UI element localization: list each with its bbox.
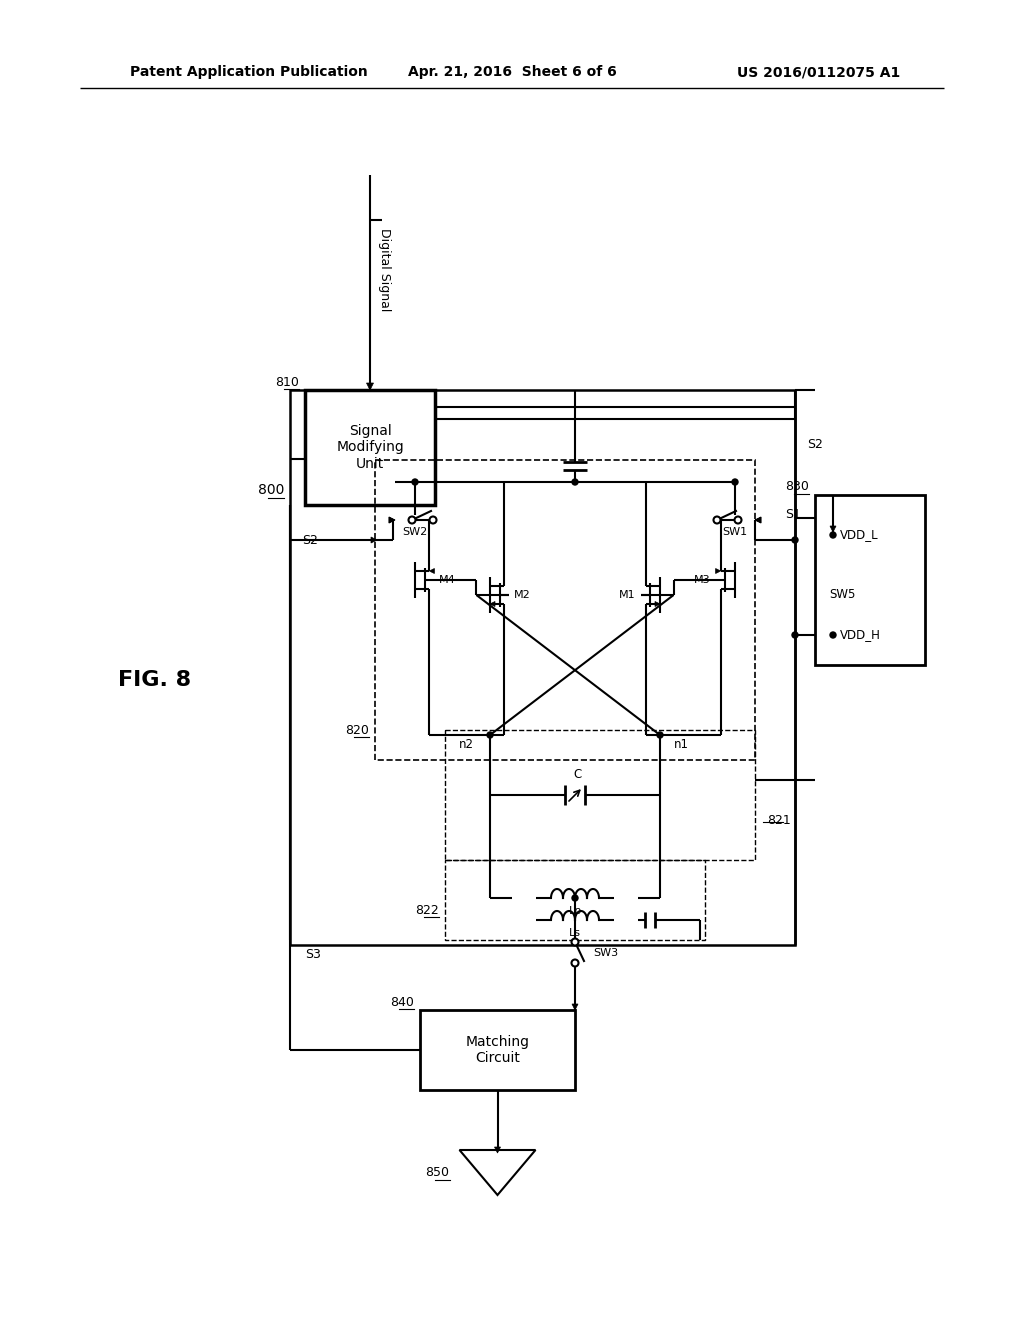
Text: 830: 830 bbox=[785, 480, 809, 494]
Text: Digital Signal: Digital Signal bbox=[378, 228, 390, 312]
Text: Signal
Modifying
Unit: Signal Modifying Unit bbox=[336, 424, 403, 471]
Text: US 2016/0112075 A1: US 2016/0112075 A1 bbox=[736, 65, 900, 79]
Text: SW1: SW1 bbox=[723, 527, 748, 537]
Text: M3: M3 bbox=[694, 576, 711, 585]
Polygon shape bbox=[572, 1005, 578, 1010]
Text: M4: M4 bbox=[439, 576, 456, 585]
Polygon shape bbox=[716, 569, 721, 573]
Text: S2: S2 bbox=[807, 438, 823, 451]
Circle shape bbox=[792, 632, 798, 638]
Text: Ls: Ls bbox=[569, 928, 581, 939]
Text: S2: S2 bbox=[302, 533, 317, 546]
Text: SW5: SW5 bbox=[829, 589, 855, 602]
Text: FIG. 8: FIG. 8 bbox=[119, 671, 191, 690]
Text: SW2: SW2 bbox=[402, 527, 428, 537]
Polygon shape bbox=[830, 525, 836, 532]
Polygon shape bbox=[755, 517, 761, 523]
Circle shape bbox=[657, 733, 663, 738]
Text: 800: 800 bbox=[258, 483, 284, 498]
Circle shape bbox=[571, 960, 579, 966]
Text: VDD_L: VDD_L bbox=[840, 528, 879, 541]
Text: 821: 821 bbox=[767, 813, 791, 826]
Text: Lp: Lp bbox=[568, 906, 582, 916]
Polygon shape bbox=[389, 517, 395, 523]
Text: n2: n2 bbox=[459, 738, 474, 751]
Circle shape bbox=[571, 939, 579, 945]
Circle shape bbox=[792, 537, 798, 543]
Polygon shape bbox=[655, 602, 660, 606]
Circle shape bbox=[412, 479, 418, 484]
Circle shape bbox=[830, 532, 836, 539]
Circle shape bbox=[732, 479, 738, 484]
Text: 810: 810 bbox=[275, 375, 299, 388]
Bar bbox=[815, 495, 925, 665]
Bar bbox=[420, 1010, 575, 1090]
Bar bbox=[445, 730, 755, 861]
Bar bbox=[290, 389, 795, 945]
Text: 840: 840 bbox=[390, 995, 414, 1008]
Polygon shape bbox=[367, 383, 374, 389]
Text: Patent Application Publication: Patent Application Publication bbox=[130, 65, 368, 79]
Bar bbox=[445, 861, 705, 940]
Polygon shape bbox=[371, 537, 377, 543]
Circle shape bbox=[572, 479, 578, 484]
Polygon shape bbox=[389, 517, 395, 523]
Circle shape bbox=[487, 733, 493, 738]
Bar bbox=[305, 389, 435, 506]
Text: S3: S3 bbox=[305, 949, 321, 961]
Polygon shape bbox=[490, 602, 495, 606]
Text: n1: n1 bbox=[674, 738, 689, 751]
Circle shape bbox=[714, 516, 721, 524]
Text: Matching
Circuit: Matching Circuit bbox=[466, 1035, 529, 1065]
Text: S1: S1 bbox=[785, 508, 801, 521]
Circle shape bbox=[409, 516, 416, 524]
Bar bbox=[375, 459, 755, 760]
Polygon shape bbox=[429, 569, 434, 573]
Circle shape bbox=[429, 516, 436, 524]
Text: 820: 820 bbox=[345, 723, 369, 737]
Text: C: C bbox=[572, 768, 582, 781]
Circle shape bbox=[734, 516, 741, 524]
Text: SW3: SW3 bbox=[593, 948, 618, 957]
Text: M1: M1 bbox=[620, 590, 636, 601]
Polygon shape bbox=[495, 1147, 501, 1152]
Circle shape bbox=[572, 895, 578, 902]
Circle shape bbox=[830, 632, 836, 638]
Polygon shape bbox=[755, 517, 761, 523]
Text: 850: 850 bbox=[426, 1166, 450, 1179]
Text: M2: M2 bbox=[514, 590, 530, 601]
Text: 822: 822 bbox=[416, 903, 439, 916]
Text: VDD_H: VDD_H bbox=[840, 628, 881, 642]
Text: Apr. 21, 2016  Sheet 6 of 6: Apr. 21, 2016 Sheet 6 of 6 bbox=[408, 65, 616, 79]
